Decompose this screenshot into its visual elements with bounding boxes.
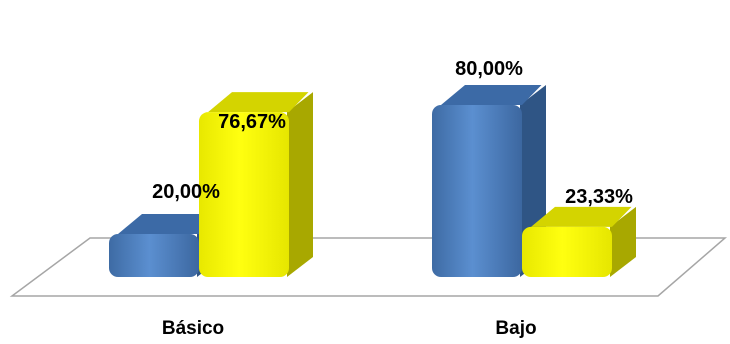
bars-layer bbox=[109, 85, 636, 277]
bar-front bbox=[522, 226, 612, 277]
category-label-1: Bajo bbox=[495, 318, 536, 339]
bar-top bbox=[531, 206, 632, 227]
bar-top bbox=[118, 214, 219, 234]
bar-front bbox=[199, 112, 289, 277]
bar-side bbox=[610, 206, 636, 277]
data-label-0-1: 76,67% bbox=[218, 111, 286, 133]
bar-0-1 bbox=[199, 92, 313, 277]
bar-top bbox=[208, 92, 309, 113]
labels-layer: 20,00% 76,67% Básico 80,00% 23,33% Bajo bbox=[152, 58, 633, 339]
data-label-1-1: 23,33% bbox=[565, 186, 633, 208]
bar-top bbox=[441, 85, 542, 105]
category-label-0: Básico bbox=[162, 318, 224, 339]
data-label-0-0: 20,00% bbox=[152, 181, 220, 203]
bar-front bbox=[432, 105, 522, 277]
bar-1-1 bbox=[522, 206, 636, 277]
bar-side bbox=[287, 92, 313, 277]
bar-front bbox=[109, 234, 199, 277]
data-label-1-0: 80,00% bbox=[455, 58, 523, 80]
